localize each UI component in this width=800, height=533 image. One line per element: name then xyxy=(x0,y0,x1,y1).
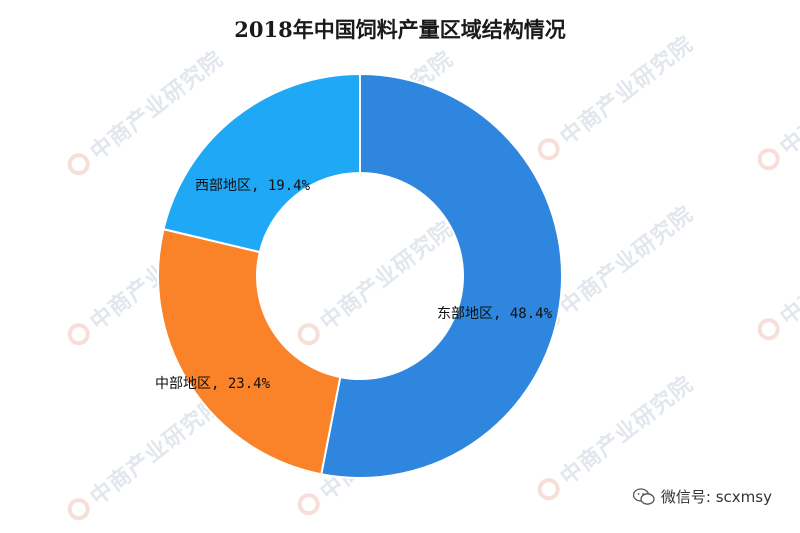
chart-title: 2018年中国饲料产量区域结构情况 xyxy=(234,17,566,42)
slice-label-0: 东部地区, 48.4% xyxy=(437,306,553,322)
slice-1 xyxy=(157,227,342,476)
slice-label-1: 中部地区, 23.4% xyxy=(155,376,271,392)
wechat-id-tag: 微信号: scxmsy xyxy=(632,486,772,507)
labels-group: 东部地区, 48.4% 中部地区, 23.4% 西部地区, 19.4% xyxy=(155,178,553,392)
wechat-icon xyxy=(632,487,655,505)
slice-label-2: 西部地区, 19.4% xyxy=(195,178,311,194)
slice-2 xyxy=(162,72,361,254)
slices-group xyxy=(157,72,563,479)
wechat-id-label: 微信号: scxmsy xyxy=(660,488,772,506)
slice-0 xyxy=(320,72,563,479)
